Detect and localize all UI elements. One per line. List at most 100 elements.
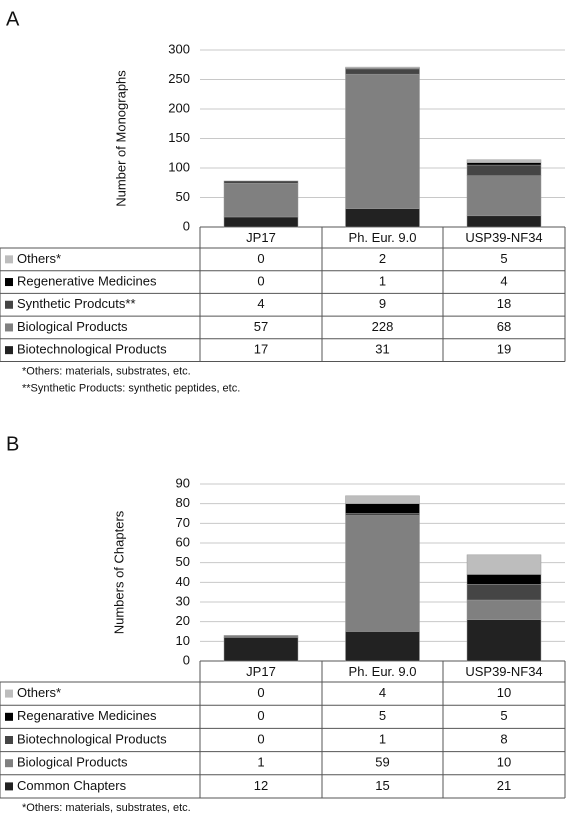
legend-label: Biotechnological Products — [17, 731, 167, 746]
y-axis-title: Numbers of Chapters — [111, 510, 126, 634]
table-value: 1 — [379, 731, 386, 746]
legend-label: Biotechnological Products — [17, 342, 167, 357]
table-value: 5 — [500, 251, 507, 266]
table-value: 0 — [257, 685, 264, 700]
bar-segment — [466, 619, 542, 662]
y-axis-title: Number of Monographs — [113, 70, 128, 207]
panel-label: A — [6, 8, 20, 30]
y-tick-label: 0 — [183, 652, 190, 667]
table-value: 0 — [257, 273, 264, 288]
legend-label: Biological Products — [17, 319, 128, 334]
legend-swatch — [5, 323, 13, 332]
table-value: 9 — [379, 296, 386, 311]
x-tick-label: JP17 — [246, 664, 276, 679]
y-tick-label: 90 — [176, 475, 190, 490]
bar-segment — [345, 73, 420, 209]
table-value: 19 — [497, 342, 511, 357]
bar-segment — [345, 68, 420, 75]
legend-swatch — [5, 689, 13, 698]
bar-segment — [223, 183, 299, 218]
table-value: 0 — [257, 731, 264, 746]
y-tick-label: 200 — [168, 100, 190, 115]
y-tick-label: 60 — [176, 534, 190, 549]
bar-segment — [345, 513, 420, 516]
table-value: 2 — [379, 251, 386, 266]
y-tick-label: 0 — [183, 218, 190, 233]
legend-label: Others* — [17, 251, 61, 266]
y-tick-label: 80 — [176, 495, 190, 510]
legend-label: Synthetic Prodcuts** — [17, 296, 136, 311]
table-value: 59 — [375, 755, 389, 770]
legend-swatch — [5, 782, 13, 791]
table-value: 0 — [257, 251, 264, 266]
y-tick-label: 70 — [176, 515, 190, 530]
legend-swatch — [5, 736, 13, 744]
bar-segment — [223, 216, 299, 228]
legend-label: Regenarative Medicines — [17, 708, 157, 723]
legend-swatch — [5, 346, 13, 355]
table-value: 228 — [372, 319, 394, 334]
bar-segment — [466, 159, 542, 163]
x-tick-label: JP17 — [246, 230, 276, 245]
bar-segment — [466, 554, 542, 575]
footnote: *Others: materials, substrates, etc. — [22, 802, 191, 813]
table-value: 1 — [379, 273, 386, 288]
bar-segment — [345, 495, 420, 504]
table-value: 15 — [375, 778, 389, 793]
y-tick-label: 150 — [168, 130, 190, 145]
table-value: 17 — [254, 342, 268, 357]
table-value: 8 — [500, 731, 507, 746]
legend-label: Biological Products — [17, 755, 128, 770]
table-value: 4 — [500, 273, 507, 288]
legend-swatch — [5, 712, 13, 721]
bar-segment — [466, 574, 542, 585]
bar-segment — [466, 162, 542, 166]
bar-segment — [345, 503, 420, 514]
footnote: *Others: materials, substrates, etc. — [22, 365, 191, 377]
y-tick-label: 50 — [176, 554, 190, 569]
bar-segment — [345, 208, 420, 228]
bar-segment — [466, 599, 542, 620]
table-value: 31 — [375, 342, 389, 357]
bar-segment — [466, 175, 542, 217]
y-tick-label: 30 — [176, 593, 190, 608]
y-tick-label: 250 — [168, 71, 190, 86]
footnote: **Synthetic Products: synthetic peptides… — [22, 382, 240, 394]
panel-label: B — [6, 433, 19, 455]
bar-segment — [345, 631, 420, 662]
bar-segment — [223, 180, 299, 184]
bar-segment — [223, 635, 299, 638]
bar-segment — [223, 637, 299, 662]
bar-segment — [466, 215, 542, 228]
table-value: 0 — [257, 708, 264, 723]
table-value: 5 — [500, 708, 507, 723]
x-tick-label: Ph. Eur. 9.0 — [349, 664, 417, 679]
x-tick-label: USP39-NF34 — [465, 230, 542, 245]
table-value: 10 — [497, 755, 511, 770]
legend-swatch — [5, 278, 13, 287]
x-tick-label: USP39-NF34 — [465, 664, 542, 679]
table-value: 10 — [497, 685, 511, 700]
bar-segment — [345, 515, 420, 632]
bar-segment — [345, 66, 420, 69]
table-value: 12 — [254, 778, 268, 793]
table-value: 4 — [379, 685, 386, 700]
table-value: 68 — [497, 319, 511, 334]
legend-swatch — [5, 759, 13, 768]
y-tick-label: 20 — [176, 613, 190, 628]
y-tick-label: 10 — [176, 633, 190, 648]
legend-swatch — [5, 300, 13, 309]
y-tick-label: 50 — [176, 189, 190, 204]
legend-swatch — [5, 255, 13, 264]
legend-label: Common Chapters — [17, 778, 127, 793]
bar-segment — [466, 584, 542, 601]
table-value: 1 — [257, 755, 264, 770]
bar-segment — [466, 164, 542, 176]
table-value: 57 — [254, 319, 268, 334]
table-value: 5 — [379, 708, 386, 723]
legend-label: Others* — [17, 685, 61, 700]
y-tick-label: 100 — [168, 159, 190, 174]
y-tick-label: 300 — [168, 41, 190, 56]
legend-label: Regenerative Medicines — [17, 273, 157, 288]
